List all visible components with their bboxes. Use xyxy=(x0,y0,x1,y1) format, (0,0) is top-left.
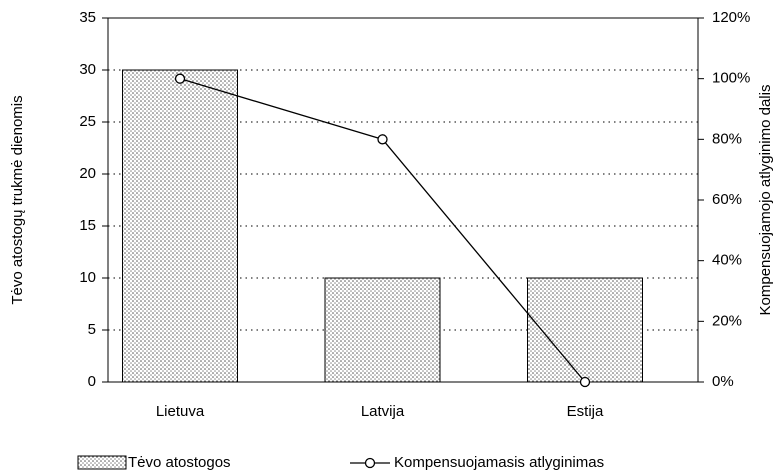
bar xyxy=(324,277,441,383)
y2-axis-title: Kompensuojamojo atlyginimo dalis xyxy=(757,85,774,316)
y2-tick-label: 60% xyxy=(712,191,742,208)
bar xyxy=(527,277,643,383)
y-tick-label: 10 xyxy=(79,269,96,286)
y2-tick-label: 120% xyxy=(712,9,750,26)
y2-tick-label: 80% xyxy=(712,130,742,147)
y2-tick-label: 20% xyxy=(712,312,742,329)
line-marker xyxy=(579,376,591,388)
line-marker xyxy=(377,134,388,145)
y-tick-label: 35 xyxy=(79,9,96,26)
y-tick-label: 25 xyxy=(79,113,96,130)
line-marker xyxy=(174,73,186,84)
y-tick-label: 15 xyxy=(79,217,96,234)
y2-tick-label: 40% xyxy=(712,252,742,269)
y2-tick-label: 0% xyxy=(712,373,734,390)
x-tick-label: Latvija xyxy=(361,403,405,420)
y2-tick-label: 100% xyxy=(712,70,750,87)
legend-marker xyxy=(364,457,376,469)
legend-label: Kompensuojamasis atlyginimas xyxy=(394,454,604,471)
x-tick-label: Lietuva xyxy=(156,403,205,420)
y-axis-title: Tėvo atostogų trukmė dienomis xyxy=(9,95,26,304)
legend-swatch xyxy=(77,455,127,470)
x-tick-label: Estija xyxy=(567,403,604,420)
y-tick-label: 30 xyxy=(79,61,96,78)
y-tick-label: 0 xyxy=(88,373,96,390)
bar xyxy=(122,69,238,383)
y-tick-label: 5 xyxy=(88,321,96,338)
y-tick-label: 20 xyxy=(79,165,96,182)
legend-label: Tėvo atostogos xyxy=(128,454,231,471)
